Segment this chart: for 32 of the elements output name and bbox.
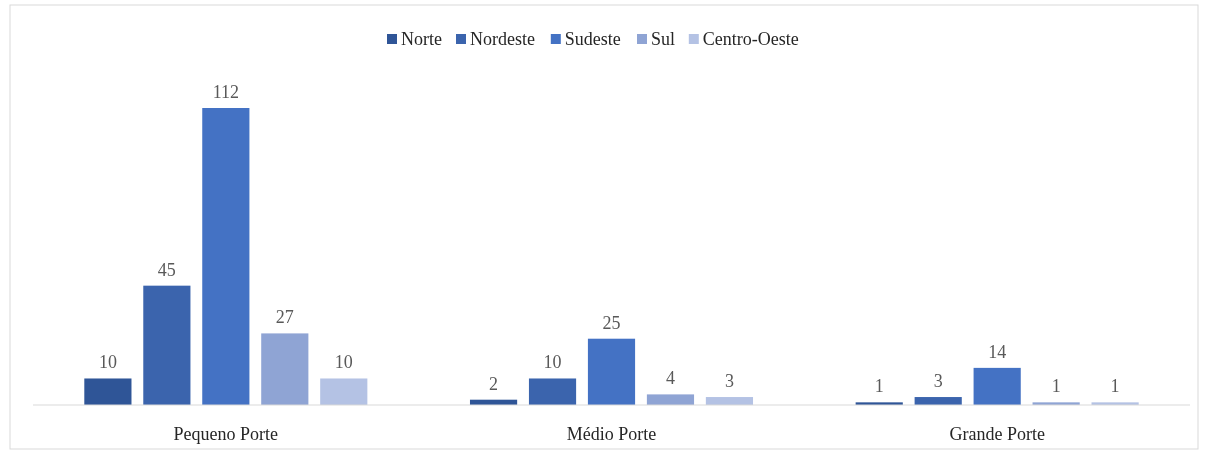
data-label: 14 <box>988 341 1007 362</box>
bar <box>261 333 309 405</box>
data-label: 2 <box>489 373 499 394</box>
legend-label: Sul <box>651 29 676 49</box>
x-tick-label: Médio Porte <box>566 424 657 444</box>
bar <box>646 394 695 405</box>
data-label: 10 <box>98 352 117 373</box>
bar <box>320 378 368 405</box>
data-label: 1 <box>874 376 884 397</box>
data-label: 112 <box>212 82 240 102</box>
legend-label: Nordeste <box>470 29 535 49</box>
bar <box>143 285 191 405</box>
data-label: 10 <box>543 352 562 373</box>
data-label: 1 <box>1110 376 1120 397</box>
data-label: 25 <box>602 312 621 333</box>
data-label: 3 <box>933 371 943 392</box>
legend-label: Norte <box>401 29 442 49</box>
data-label: 4 <box>665 368 675 389</box>
x-tick-label: Pequeno Porte <box>173 424 279 444</box>
data-label: 45 <box>157 259 176 280</box>
data-label: 3 <box>724 371 734 392</box>
bar <box>587 338 636 405</box>
bar <box>528 378 577 405</box>
bar <box>84 378 132 405</box>
legend-label: Sudeste <box>564 29 621 49</box>
x-tick-label: Grande Porte <box>949 424 1045 444</box>
bar <box>973 367 1021 405</box>
data-label: 10 <box>334 352 353 373</box>
data-label: 1 <box>1051 376 1061 397</box>
data-label: 27 <box>275 307 294 328</box>
bar <box>202 108 250 405</box>
legend-label: Centro-Oeste <box>702 29 799 49</box>
